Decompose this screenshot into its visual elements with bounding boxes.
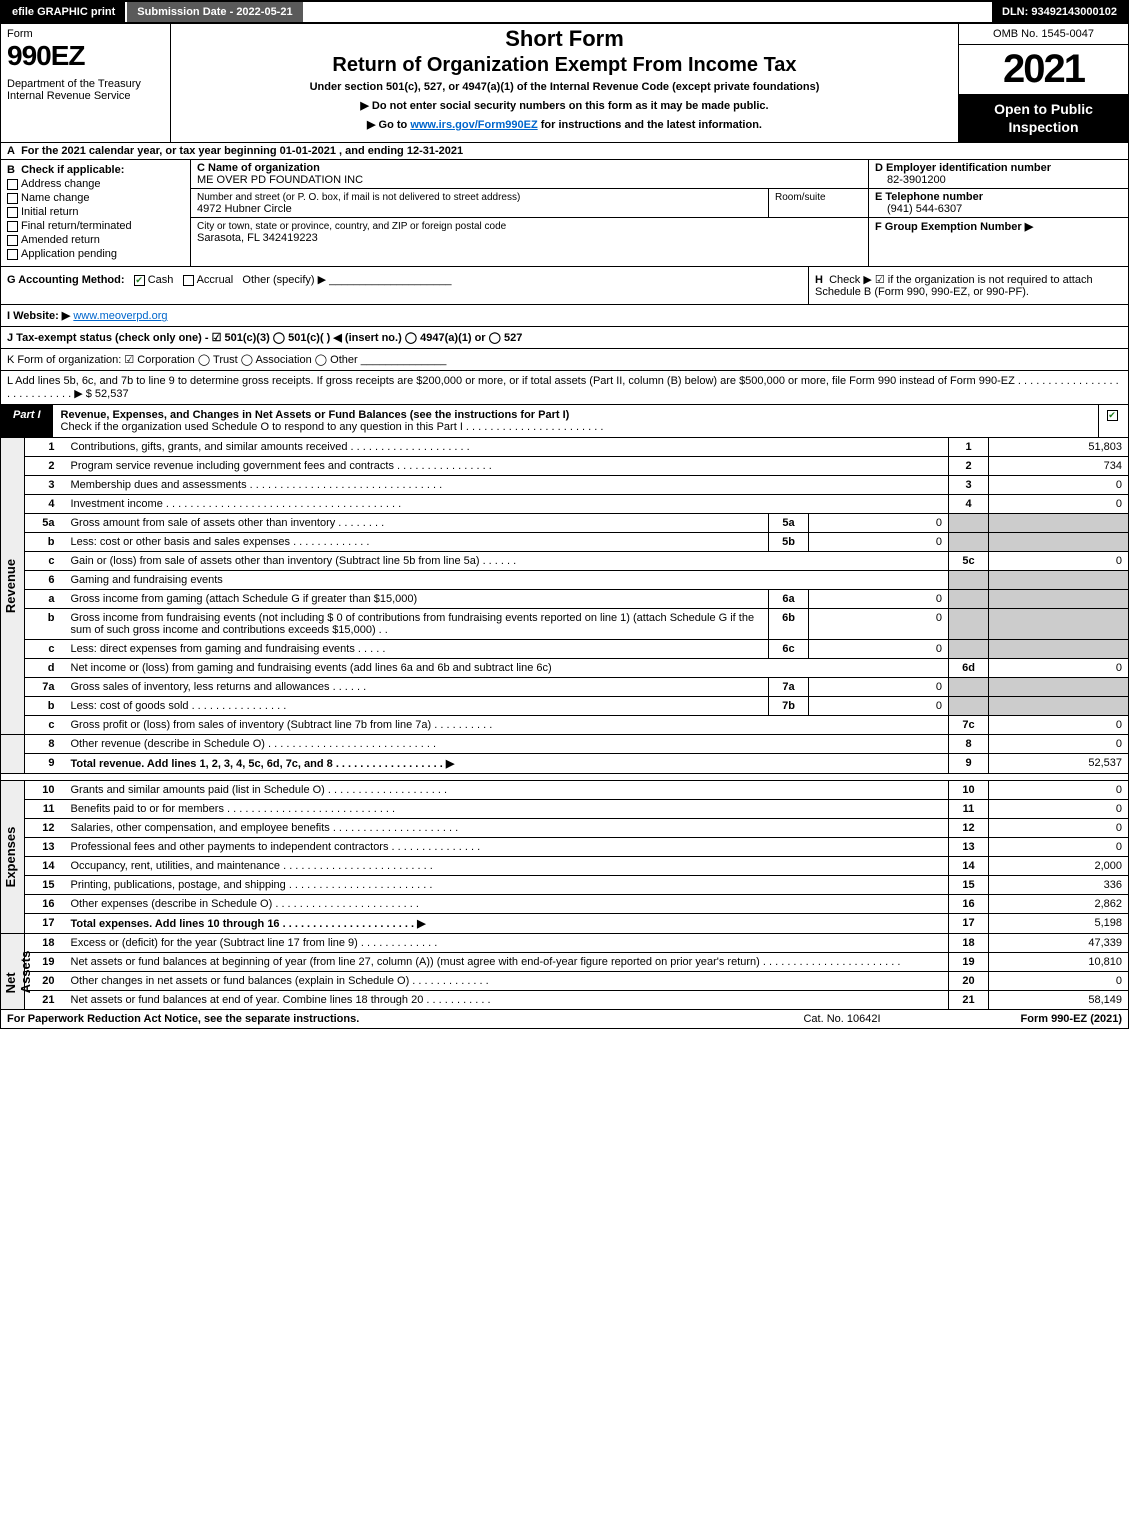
part-1-tab: Part I	[1, 405, 53, 437]
schedule-b-check: H Check ▶ ☑ if the organization is not r…	[808, 267, 1128, 304]
line-21-value: 58,149	[989, 991, 1129, 1010]
cb-initial-return[interactable]: Initial return	[7, 206, 184, 218]
department-label: Department of the Treasury Internal Reve…	[7, 78, 164, 102]
instructions-link-line: ▶ Go to www.irs.gov/Form990EZ for instru…	[175, 118, 954, 131]
line-8-value: 0	[989, 735, 1129, 754]
line-7c-value: 0	[989, 716, 1129, 735]
row-k-form-org: K Form of organization: ☑ Corporation ◯ …	[0, 349, 1129, 371]
line-10-value: 0	[989, 781, 1129, 800]
catalog-number: Cat. No. 10642I	[742, 1013, 942, 1025]
line-15-value: 336	[989, 876, 1129, 895]
form-edition: Form 990-EZ (2021)	[942, 1013, 1122, 1025]
telephone-value: (941) 544-6307	[887, 203, 962, 215]
page-footer: For Paperwork Reduction Act Notice, see …	[0, 1010, 1129, 1029]
form-number: 990EZ	[7, 40, 164, 72]
line-6c-value: 0	[809, 640, 949, 659]
form-right-block: OMB No. 1545-0047 2021 Open to Public In…	[958, 24, 1128, 142]
cb-final-return[interactable]: Final return/terminated	[7, 220, 184, 232]
submission-date-button[interactable]: Submission Date - 2022-05-21	[127, 2, 304, 22]
cb-cash[interactable]	[134, 275, 145, 286]
form-id-block: Form 990EZ Department of the Treasury In…	[1, 24, 171, 142]
cb-name-change[interactable]: Name change	[7, 192, 184, 204]
line-17-value: 5,198	[989, 914, 1129, 934]
line-20-value: 0	[989, 972, 1129, 991]
line-6b-value: 0	[809, 609, 949, 640]
line-11-value: 0	[989, 800, 1129, 819]
line-6a-value: 0	[809, 590, 949, 609]
paperwork-notice: For Paperwork Reduction Act Notice, see …	[7, 1013, 742, 1025]
website-link[interactable]: www.meoverpd.org	[73, 310, 167, 322]
line-7b-value: 0	[809, 697, 949, 716]
org-street: 4972 Hubner Circle	[197, 203, 292, 215]
line-5b-value: 0	[809, 533, 949, 552]
irs-link[interactable]: www.irs.gov/Form990EZ	[410, 119, 537, 131]
top-toolbar: efile GRAPHIC print Submission Date - 20…	[0, 0, 1129, 24]
dln-label: DLN: 93492143000102	[992, 2, 1127, 22]
accounting-method: G Accounting Method: Cash Accrual Other …	[1, 267, 808, 304]
part-1-title: Revenue, Expenses, and Changes in Net As…	[53, 405, 1098, 437]
form-header: Form 990EZ Department of the Treasury In…	[0, 24, 1129, 143]
line-14-value: 2,000	[989, 857, 1129, 876]
cb-address-change[interactable]: Address change	[7, 178, 184, 190]
line-3-value: 0	[989, 476, 1129, 495]
line-5c-value: 0	[989, 552, 1129, 571]
line-9-value: 52,537	[989, 754, 1129, 774]
line-5a-value: 0	[809, 514, 949, 533]
col-c-org-info: C Name of organization ME OVER PD FOUNDA…	[191, 160, 868, 266]
row-j-tax-exempt: J Tax-exempt status (check only one) - ☑…	[0, 327, 1129, 349]
omb-number: OMB No. 1545-0047	[959, 24, 1128, 45]
line-12-value: 0	[989, 819, 1129, 838]
part-1-header: Part I Revenue, Expenses, and Changes in…	[0, 405, 1129, 438]
line-18-value: 47,339	[989, 934, 1129, 953]
org-city: Sarasota, FL 342419223	[197, 232, 318, 244]
col-b-checkboxes: B Check if applicable: Address change Na…	[1, 160, 191, 266]
col-def: D Employer identification number 82-3901…	[868, 160, 1128, 266]
open-to-public: Open to Public Inspection	[959, 94, 1128, 142]
form-subtitle: Under section 501(c), 527, or 4947(a)(1)…	[175, 81, 954, 93]
expenses-side-label: Expenses	[1, 781, 25, 934]
part-1-schedule-o-check[interactable]	[1098, 405, 1128, 437]
net-assets-side-label: Net Assets	[1, 934, 25, 1010]
org-name: ME OVER PD FOUNDATION INC	[197, 174, 363, 186]
form-title-block: Short Form Return of Organization Exempt…	[171, 24, 958, 142]
ssn-warning: ▶ Do not enter social security numbers o…	[175, 99, 954, 112]
part-1-table: Revenue 1 Contributions, gifts, grants, …	[0, 438, 1129, 1010]
line-16-value: 2,862	[989, 895, 1129, 914]
row-a-tax-year: A For the 2021 calendar year, or tax yea…	[0, 143, 1129, 160]
row-gh: G Accounting Method: Cash Accrual Other …	[0, 266, 1129, 305]
line-1-value: 51,803	[989, 438, 1129, 457]
revenue-side-label: Revenue	[1, 438, 25, 735]
form-title-2: Return of Organization Exempt From Incom…	[175, 54, 954, 77]
section-bcdef: B Check if applicable: Address change Na…	[0, 160, 1129, 266]
line-6d-value: 0	[989, 659, 1129, 678]
ein-value: 82-3901200	[887, 174, 946, 186]
form-title-1: Short Form	[175, 26, 954, 52]
line-7a-value: 0	[809, 678, 949, 697]
line-19-value: 10,810	[989, 953, 1129, 972]
row-l-gross-receipts: L Add lines 5b, 6c, and 7b to line 9 to …	[0, 371, 1129, 405]
cb-accrual[interactable]	[183, 275, 194, 286]
line-13-value: 0	[989, 838, 1129, 857]
cb-amended-return[interactable]: Amended return	[7, 234, 184, 246]
efile-print-button[interactable]: efile GRAPHIC print	[2, 2, 127, 22]
cb-application-pending[interactable]: Application pending	[7, 248, 184, 260]
line-2-value: 734	[989, 457, 1129, 476]
line-4-value: 0	[989, 495, 1129, 514]
tax-year: 2021	[959, 45, 1128, 94]
row-i-website: I Website: ▶ www.meoverpd.org	[0, 305, 1129, 327]
form-word: Form	[7, 28, 164, 40]
